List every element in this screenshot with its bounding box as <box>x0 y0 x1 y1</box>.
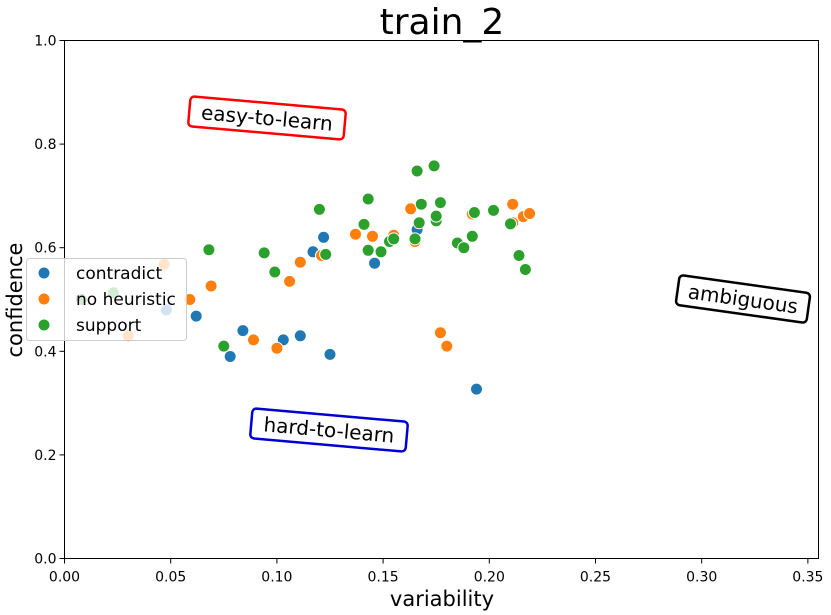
x-tick-label: 0.35 <box>792 570 823 586</box>
y-tick-label: 0.0 <box>34 552 56 568</box>
point-no-heuristic <box>293 255 307 269</box>
point-contradict <box>223 350 237 363</box>
point-support <box>374 245 388 259</box>
point-no-heuristic <box>433 326 447 340</box>
point-no-heuristic <box>506 197 520 211</box>
point-support <box>387 232 401 246</box>
legend-marker-support <box>37 318 51 332</box>
point-contradict <box>189 309 203 323</box>
legend-marker-no-heuristic <box>37 292 51 306</box>
y-tick-label: 0.8 <box>34 137 56 153</box>
legend-marker-contradict <box>37 266 51 280</box>
point-contradict <box>236 324 250 338</box>
point-support <box>202 243 216 257</box>
point-contradict <box>317 230 331 244</box>
point-no-heuristic <box>366 229 379 243</box>
x-tick-label: 0.05 <box>155 570 186 586</box>
point-support <box>518 263 532 276</box>
point-support <box>433 196 447 210</box>
point-support <box>427 159 441 173</box>
x-tick-label: 0.15 <box>368 570 399 586</box>
point-contradict <box>323 347 337 361</box>
point-support <box>504 217 517 231</box>
y-tick-label: 0.6 <box>34 241 56 257</box>
chart-title: train_2 <box>380 2 505 43</box>
point-support <box>217 339 231 353</box>
annotation-box <box>249 407 409 453</box>
point-no-heuristic <box>523 207 537 220</box>
point-support <box>361 192 375 206</box>
annotation-box <box>674 274 812 324</box>
point-no-heuristic <box>349 227 362 241</box>
point-support <box>410 164 424 178</box>
point-support <box>487 203 500 217</box>
legend: contradict no heuristic support <box>26 258 187 341</box>
x-tick-label: 0.20 <box>474 570 505 586</box>
y-tick-label: 1.0 <box>34 34 56 50</box>
x-axis-label: variability <box>390 587 494 611</box>
point-support <box>408 232 422 246</box>
legend-box <box>26 258 187 341</box>
point-no-heuristic <box>440 339 454 353</box>
y-tick-label: 0.4 <box>34 344 56 360</box>
point-contradict <box>293 329 307 343</box>
point-support <box>268 265 282 279</box>
point-contradict <box>368 256 382 270</box>
point-support <box>412 216 426 230</box>
point-contradict <box>470 382 483 396</box>
point-support <box>457 241 471 255</box>
point-no-heuristic <box>404 202 418 216</box>
x-tick-label: 0.10 <box>261 570 292 586</box>
point-support <box>312 202 326 216</box>
point-support <box>512 249 526 262</box>
x-axis-ticks: 0.00 0.05 0.10 0.15 0.20 0.25 0.30 0.35 <box>49 558 823 586</box>
point-support <box>357 217 371 231</box>
x-tick-label: 0.00 <box>49 570 80 586</box>
y-tick-label: 0.2 <box>34 448 56 464</box>
annotation-hard-to-learn: hard-to-learn <box>249 407 409 453</box>
point-support <box>257 246 271 260</box>
point-no-heuristic <box>204 279 218 293</box>
point-support <box>465 229 479 243</box>
point-no-heuristic <box>247 333 260 347</box>
point-support <box>361 243 375 257</box>
point-support <box>414 197 428 211</box>
point-support <box>467 206 481 219</box>
x-tick-label: 0.25 <box>580 570 611 586</box>
legend-label-no-heuristic: no heuristic <box>76 290 176 310</box>
point-no-heuristic <box>283 274 297 288</box>
point-support <box>429 209 443 223</box>
annotation-ambiguous: ambiguous <box>674 274 812 324</box>
annotation-box <box>187 95 347 141</box>
annotation-easy-to-learn: easy-to-learn <box>187 95 347 141</box>
y-axis-label: confidence <box>3 243 27 358</box>
y-axis-ticks: 0.0 0.2 0.4 0.6 0.8 1.0 <box>34 34 65 568</box>
point-no-heuristic <box>270 341 284 355</box>
point-support <box>319 247 333 261</box>
legend-label-contradict: contradict <box>76 264 162 284</box>
x-tick-label: 0.30 <box>686 570 717 586</box>
legend-label-support: support <box>76 316 142 336</box>
